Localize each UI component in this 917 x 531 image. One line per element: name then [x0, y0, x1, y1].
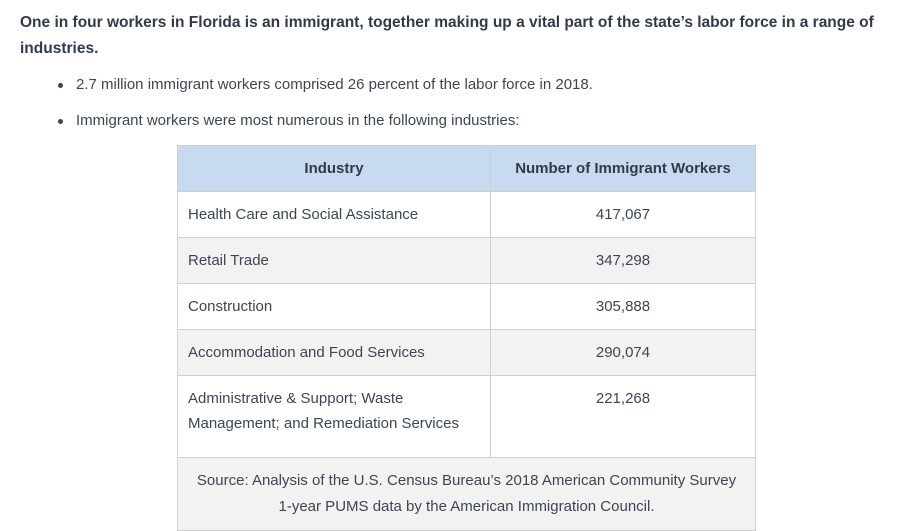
column-header-workers: Number of Immigrant Workers: [490, 145, 756, 192]
workers-cell: 221,268: [490, 375, 756, 458]
industry-table: Industry Number of Immigrant Workers Hea…: [177, 145, 756, 531]
industry-cell: Retail Trade: [177, 237, 491, 284]
bullet-text: 2.7 million immigrant workers comprised …: [76, 76, 593, 93]
table-source-row: Source: Analysis of the U.S. Census Bure…: [177, 457, 756, 531]
table-row: Construction 305,888: [177, 283, 756, 330]
workers-cell: 305,888: [490, 283, 756, 330]
table-source-note: Source: Analysis of the U.S. Census Bure…: [177, 457, 756, 531]
industry-cell: Health Care and Social Assistance: [177, 191, 491, 238]
bullet-dot-icon: [58, 119, 63, 124]
table-row: Administrative & Support; Waste Manageme…: [177, 375, 756, 458]
industry-cell: Administrative & Support; Waste Manageme…: [177, 375, 491, 458]
workers-cell: 417,067: [490, 191, 756, 238]
table-header-row: Industry Number of Immigrant Workers: [177, 145, 756, 192]
table-row: Retail Trade 347,298: [177, 237, 756, 284]
industry-cell: Accommodation and Food Services: [177, 329, 491, 376]
workers-cell: 290,074: [490, 329, 756, 376]
bullet-item: Immigrant workers were most numerous in …: [56, 109, 896, 133]
column-header-industry: Industry: [177, 145, 491, 192]
bullet-item: 2.7 million immigrant workers comprised …: [56, 73, 896, 97]
table-row: Accommodation and Food Services 290,074: [177, 329, 756, 376]
bullet-list: 2.7 million immigrant workers comprised …: [56, 73, 896, 133]
industry-cell: Construction: [177, 283, 491, 330]
bullet-text: Immigrant workers were most numerous in …: [76, 112, 520, 129]
bullet-dot-icon: [58, 83, 63, 88]
industry-table-container: Industry Number of Immigrant Workers Hea…: [177, 145, 756, 531]
workers-cell: 347,298: [490, 237, 756, 284]
intro-paragraph: One in four workers in Florida is an imm…: [20, 14, 874, 57]
table-row: Health Care and Social Assistance 417,06…: [177, 191, 756, 238]
